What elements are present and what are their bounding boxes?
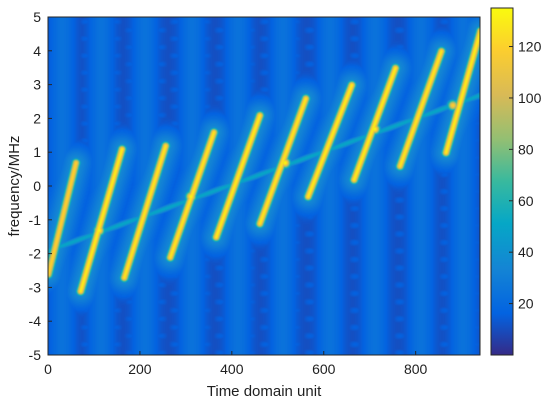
colorbar-tick-label: 40: [518, 244, 534, 260]
y-tick-label: -1: [29, 212, 42, 228]
y-tick-label: 2: [33, 110, 41, 126]
x-axis-label: Time domain unit: [207, 383, 322, 400]
x-tick-label: 200: [128, 361, 152, 377]
x-axis-ticks: 0 200 400 600 800: [44, 351, 428, 377]
y-tick-label: 5: [33, 9, 41, 25]
x-tick-label: 600: [312, 361, 336, 377]
colorbar-tick-label: 20: [518, 296, 534, 312]
y-tick-label: -2: [29, 246, 42, 262]
y-tick-label: 1: [33, 144, 41, 160]
y-axis-label: frequency/MHz: [6, 136, 23, 237]
y-tick-label: -5: [29, 347, 42, 363]
y-tick-label: 0: [33, 178, 41, 194]
spectrogram-heatmap: [48, 17, 480, 355]
colorbar: [490, 7, 514, 356]
x-tick-label: 800: [404, 361, 428, 377]
y-tick-label: 3: [33, 77, 41, 93]
colorbar-tick-label: 120: [518, 39, 542, 55]
y-tick-label: -4: [29, 313, 42, 329]
y-axis-ticks: -5 -4 -3 -2 -1 0 1 2 3 4 5: [29, 9, 52, 363]
colorbar-ticks: 20 40 60 80 100 120: [509, 39, 542, 312]
colorbar-tick-label: 100: [518, 90, 542, 106]
y-tick-label: 4: [33, 43, 41, 59]
x-tick-label: 0: [44, 361, 52, 377]
colorbar-tick-label: 60: [518, 193, 534, 209]
x-tick-label: 400: [220, 361, 244, 377]
colorbar-tick-label: 80: [518, 141, 534, 157]
y-tick-label: -3: [29, 279, 42, 295]
